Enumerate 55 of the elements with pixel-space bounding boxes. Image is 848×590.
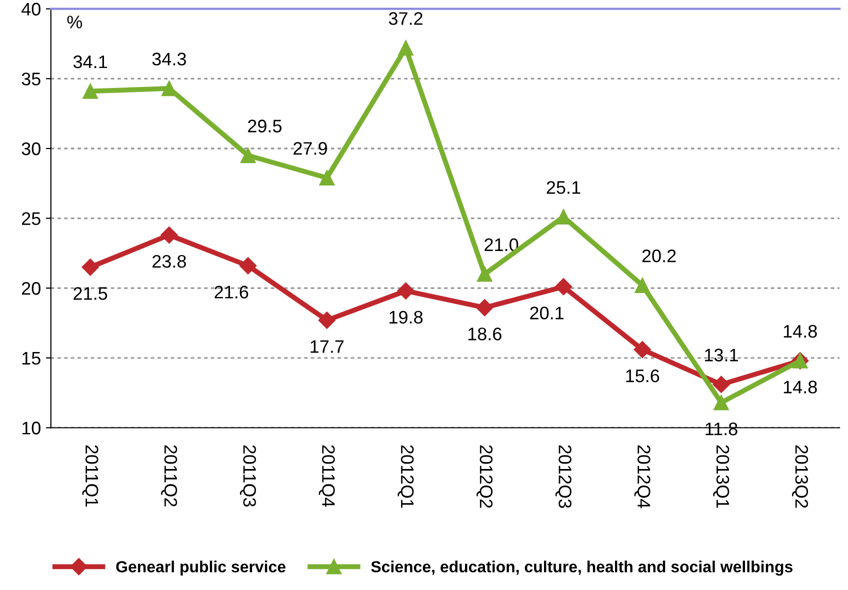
point <box>714 394 729 410</box>
point <box>476 299 494 316</box>
point <box>240 148 256 164</box>
data-label: 19.8 <box>390 310 423 324</box>
y-tick-label: 15 <box>22 352 40 365</box>
data-label: 27.9 <box>294 142 327 155</box>
point <box>319 170 335 186</box>
y-tick-label: 10 <box>22 422 40 434</box>
data-label: 20.1 <box>530 306 564 320</box>
point <box>554 278 572 296</box>
y-tick-label: 20 <box>22 282 40 295</box>
data-label: 17.7 <box>310 340 344 353</box>
point <box>398 40 414 56</box>
point <box>239 257 257 274</box>
x-tick-label: 2012Q3 <box>555 445 572 508</box>
data-label: 21.5 <box>74 287 108 300</box>
x-tick-label: 2012Q2 <box>476 445 493 508</box>
point <box>318 312 336 329</box>
y-tick-label: 35 <box>22 72 40 86</box>
x-tick-label: 2013Q1 <box>713 445 730 508</box>
data-label: 25.1 <box>546 181 580 194</box>
point <box>162 80 177 96</box>
x-tick-label: 2012Q4 <box>634 445 650 508</box>
data-label: 18.6 <box>468 328 502 340</box>
x-tick-label: 2012Q1 <box>398 445 414 508</box>
data-label: 20.2 <box>642 250 676 262</box>
x-tick-label: 2011Q1 <box>82 445 98 506</box>
y-tick-label: 25 <box>22 212 40 226</box>
x-tick-label: 2011Q4 <box>318 445 335 507</box>
data-label: 15.6 <box>626 369 660 382</box>
data-label: 21.6 <box>214 286 248 298</box>
data-label: 37.2 <box>388 12 422 25</box>
data-label: 14.8 <box>784 380 817 394</box>
point <box>82 258 99 276</box>
x-tick-label: 2013Q2 <box>792 445 808 508</box>
point <box>397 282 414 300</box>
point <box>634 278 650 293</box>
x-tick-label: 2011Q2 <box>161 445 178 506</box>
data-label: 34.3 <box>152 52 186 66</box>
legend-label: Science, education, culture, health and social wellbings <box>371 560 792 576</box>
data-label: 29.5 <box>248 120 282 132</box>
legend-label: Genearl public service <box>116 560 286 576</box>
point <box>82 84 98 99</box>
y-tick-label: 40 <box>21 2 40 16</box>
data-label: 14.8 <box>784 324 817 338</box>
point <box>476 266 492 282</box>
x-tick-label: 2011Q3 <box>240 445 256 507</box>
point <box>160 226 178 244</box>
data-label: 34.1 <box>73 55 108 68</box>
y-tick-label: 30 <box>22 142 40 156</box>
data-label: 13.1 <box>705 348 738 362</box>
point <box>634 341 651 358</box>
data-label: 23.8 <box>152 254 186 268</box>
point <box>712 376 730 394</box>
annotation: % <box>67 16 82 28</box>
